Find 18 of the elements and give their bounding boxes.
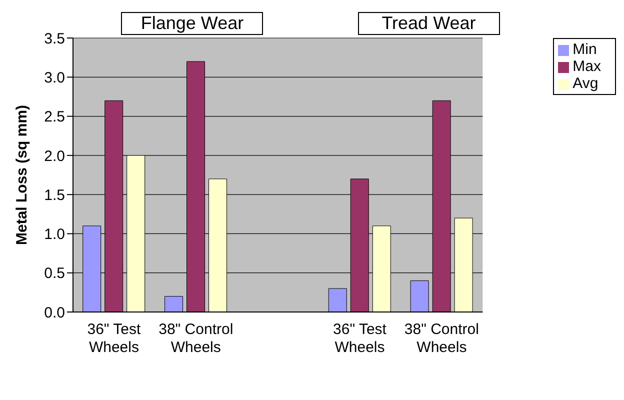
y-tick-label: 1.0	[44, 226, 65, 244]
y-tick-label: 3.5	[44, 30, 65, 48]
y-tick-label: 3.0	[44, 69, 65, 86]
y-tick-label: 0.0	[44, 304, 65, 322]
legend-label: Max	[572, 58, 601, 75]
x-tick-label: 36" Test Wheels	[87, 321, 142, 356]
y-tick-label: 2.5	[44, 108, 65, 126]
legend-label: Avg	[572, 75, 598, 92]
y-tick-label: 2.0	[44, 148, 65, 165]
y-tick-label: 1.5	[44, 186, 65, 204]
y-tick-label: 0.5	[44, 265, 65, 282]
legend-label: Min	[572, 41, 597, 58]
x-tick-label: 38" Control Wheels	[158, 321, 234, 356]
y-axis-title: Metal Loss (sq mm)	[13, 104, 30, 245]
text: Tread Wear	[358, 12, 500, 35]
text: Flange Wear	[121, 12, 264, 35]
x-tick-label: 38" Control Wheels	[404, 321, 479, 356]
x-tick-label: 36" Test Wheels	[333, 321, 388, 356]
